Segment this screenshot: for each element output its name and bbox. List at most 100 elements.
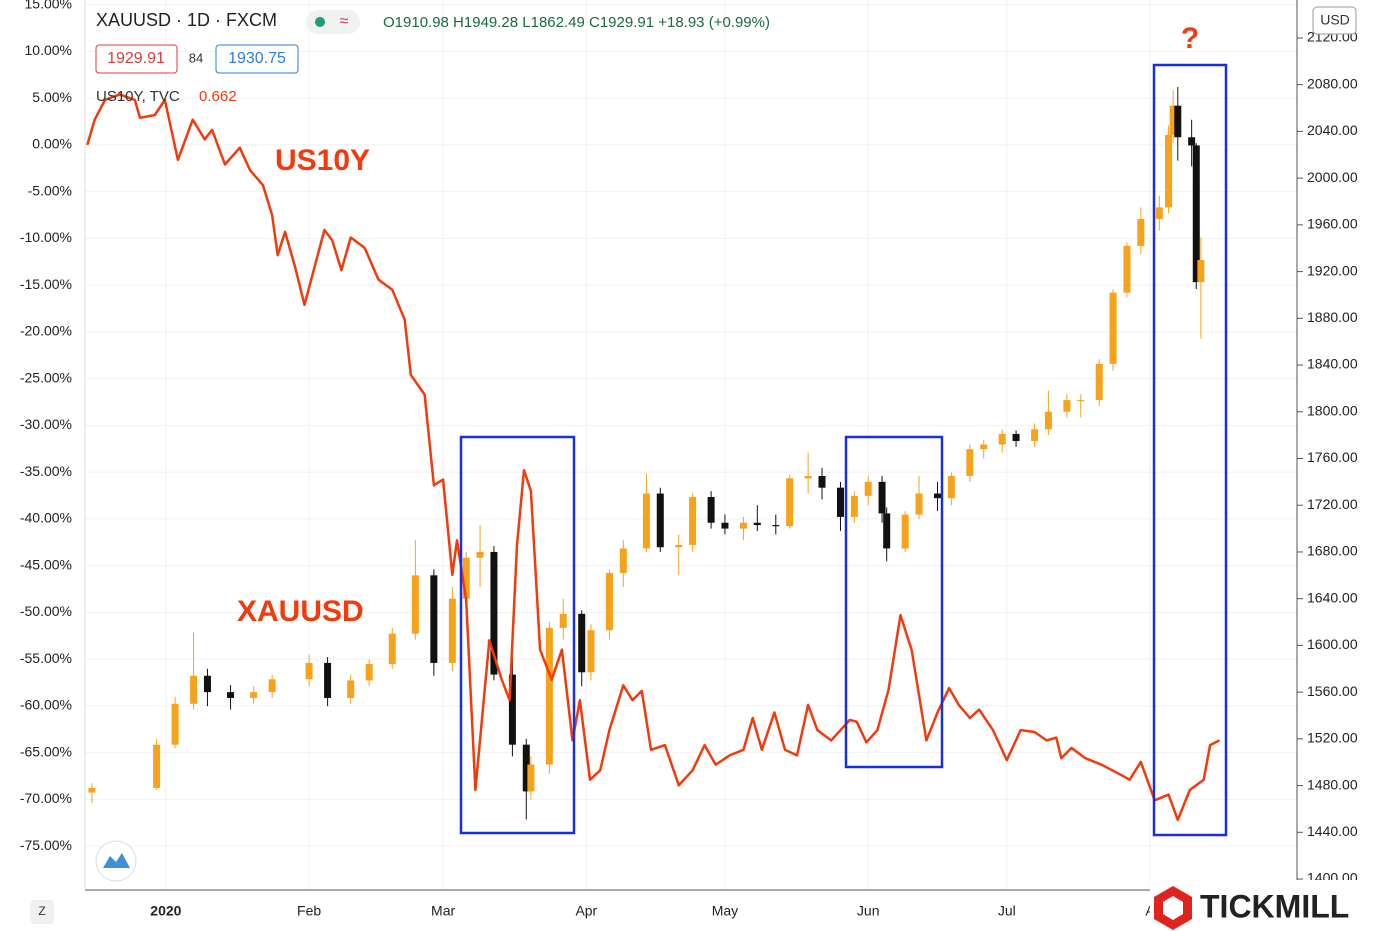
annotation: US10Y bbox=[275, 144, 370, 177]
y2-tick-label: 2040.00 bbox=[1307, 122, 1358, 138]
candle-body bbox=[324, 662, 332, 698]
status-pill bbox=[306, 10, 360, 34]
x-tick-label: Jul bbox=[998, 903, 1016, 919]
grid bbox=[85, 0, 1297, 890]
candle-body bbox=[901, 514, 909, 549]
status-icon: ≈ bbox=[340, 13, 349, 30]
candle-body bbox=[864, 481, 872, 496]
candle-body bbox=[1044, 411, 1052, 430]
candle-body bbox=[1095, 363, 1103, 401]
y-tick-label: -5.00% bbox=[28, 182, 72, 198]
candle-body bbox=[508, 674, 516, 745]
y2-tick-label: 1840.00 bbox=[1307, 356, 1358, 372]
candle-body bbox=[227, 692, 235, 698]
candle-body bbox=[878, 481, 886, 514]
candle-body bbox=[1188, 137, 1196, 146]
x-tick-label: Mar bbox=[431, 903, 455, 919]
y-tick-label: -30.00% bbox=[20, 416, 72, 432]
candle-body bbox=[947, 476, 955, 499]
bid[interactable]: 1929.91 bbox=[107, 50, 165, 67]
candle-body bbox=[707, 497, 715, 523]
annotation: ? bbox=[1181, 22, 1199, 55]
candle-body bbox=[818, 476, 826, 488]
zoom-button[interactable] bbox=[30, 900, 54, 924]
candle-body bbox=[1109, 292, 1117, 364]
y-tick-label: -60.00% bbox=[20, 697, 72, 713]
y-tick-label: -35.00% bbox=[20, 463, 72, 479]
candle-body bbox=[448, 598, 456, 663]
x-tick-label: 2020 bbox=[150, 903, 181, 919]
bid-box[interactable] bbox=[95, 44, 178, 74]
candle-body bbox=[934, 493, 942, 499]
candle-body bbox=[365, 664, 373, 681]
currency: USD bbox=[1320, 12, 1350, 28]
y2-tick-label: 2080.00 bbox=[1307, 75, 1358, 91]
line bbox=[86, 93, 1220, 822]
status-dot bbox=[315, 17, 325, 27]
candle-body bbox=[772, 525, 780, 527]
candle-body bbox=[1137, 219, 1145, 246]
candle-body bbox=[490, 551, 498, 675]
candle-body bbox=[883, 513, 891, 549]
y2-tick-label: 1800.00 bbox=[1307, 402, 1358, 418]
candle-body bbox=[203, 675, 211, 693]
candle-body bbox=[1123, 245, 1131, 293]
candle-body bbox=[462, 557, 470, 599]
candle-body bbox=[675, 544, 683, 548]
y-tick-label: -20.00% bbox=[20, 323, 72, 339]
x-tick-label: Feb bbox=[297, 903, 321, 919]
y2-tick-label: 1960.00 bbox=[1307, 216, 1358, 232]
y-tick-label: -25.00% bbox=[20, 369, 72, 385]
y2-tick-label: 2000.00 bbox=[1307, 169, 1358, 185]
candle-body bbox=[642, 493, 650, 549]
y2-tick-label: 1720.00 bbox=[1307, 496, 1358, 512]
candle-body bbox=[1192, 145, 1200, 283]
candle-body bbox=[1169, 105, 1177, 135]
ask[interactable]: 1930.75 bbox=[228, 50, 286, 67]
highlight-box bbox=[459, 435, 576, 835]
y2-tick-label: 1880.00 bbox=[1307, 309, 1358, 325]
ohlc: O1910.98 H1949.28 L1862.49 C1929.91 +18.… bbox=[383, 14, 770, 31]
logo-icon bbox=[103, 853, 130, 868]
candle-body bbox=[1197, 260, 1205, 283]
y-tick-label: 0.00% bbox=[32, 136, 72, 152]
brand: TICKMILL bbox=[1200, 888, 1349, 924]
candle-body bbox=[1012, 433, 1020, 441]
y2-tick-label: 1560.00 bbox=[1307, 683, 1358, 699]
candle-body bbox=[619, 548, 627, 573]
y-tick-label: -70.00% bbox=[20, 790, 72, 806]
zoom-label[interactable]: Z bbox=[38, 904, 45, 918]
logo-badge[interactable] bbox=[95, 840, 137, 882]
candle-body bbox=[347, 680, 355, 698]
y-tick-label: -50.00% bbox=[20, 603, 72, 619]
candle-body bbox=[915, 493, 923, 515]
y2-tick-label: 1440.00 bbox=[1307, 823, 1358, 839]
candle-body bbox=[430, 575, 438, 663]
candle-body bbox=[656, 493, 664, 548]
x-tick-label: Jun bbox=[857, 903, 880, 919]
y2-tick-label: 1680.00 bbox=[1307, 543, 1358, 559]
candle-body bbox=[88, 787, 96, 793]
y-tick-label: -75.00% bbox=[20, 837, 72, 853]
ask-box[interactable] bbox=[215, 44, 299, 74]
candle-body bbox=[850, 495, 858, 517]
candle-body bbox=[476, 551, 484, 558]
highlight-box bbox=[844, 435, 944, 769]
y-tick-label: 5.00% bbox=[32, 89, 72, 105]
candle-body bbox=[1031, 429, 1039, 441]
candle-body bbox=[527, 764, 535, 792]
y2-tick-label: 1640.00 bbox=[1307, 589, 1358, 605]
candle-body bbox=[587, 630, 595, 673]
x-tick-label: May bbox=[712, 903, 738, 919]
candle-body bbox=[721, 522, 729, 529]
candle-body bbox=[966, 449, 974, 477]
candle-body bbox=[268, 679, 276, 693]
candle-body bbox=[411, 575, 419, 634]
y-tick-label: -10.00% bbox=[20, 229, 72, 245]
y-tick-label: -55.00% bbox=[20, 650, 72, 666]
y-tick-label: -65.00% bbox=[20, 743, 72, 759]
candle-body bbox=[605, 572, 613, 631]
candle-body bbox=[305, 662, 313, 680]
y-tick-label: 10.00% bbox=[25, 42, 72, 58]
candle-body bbox=[1155, 207, 1163, 220]
